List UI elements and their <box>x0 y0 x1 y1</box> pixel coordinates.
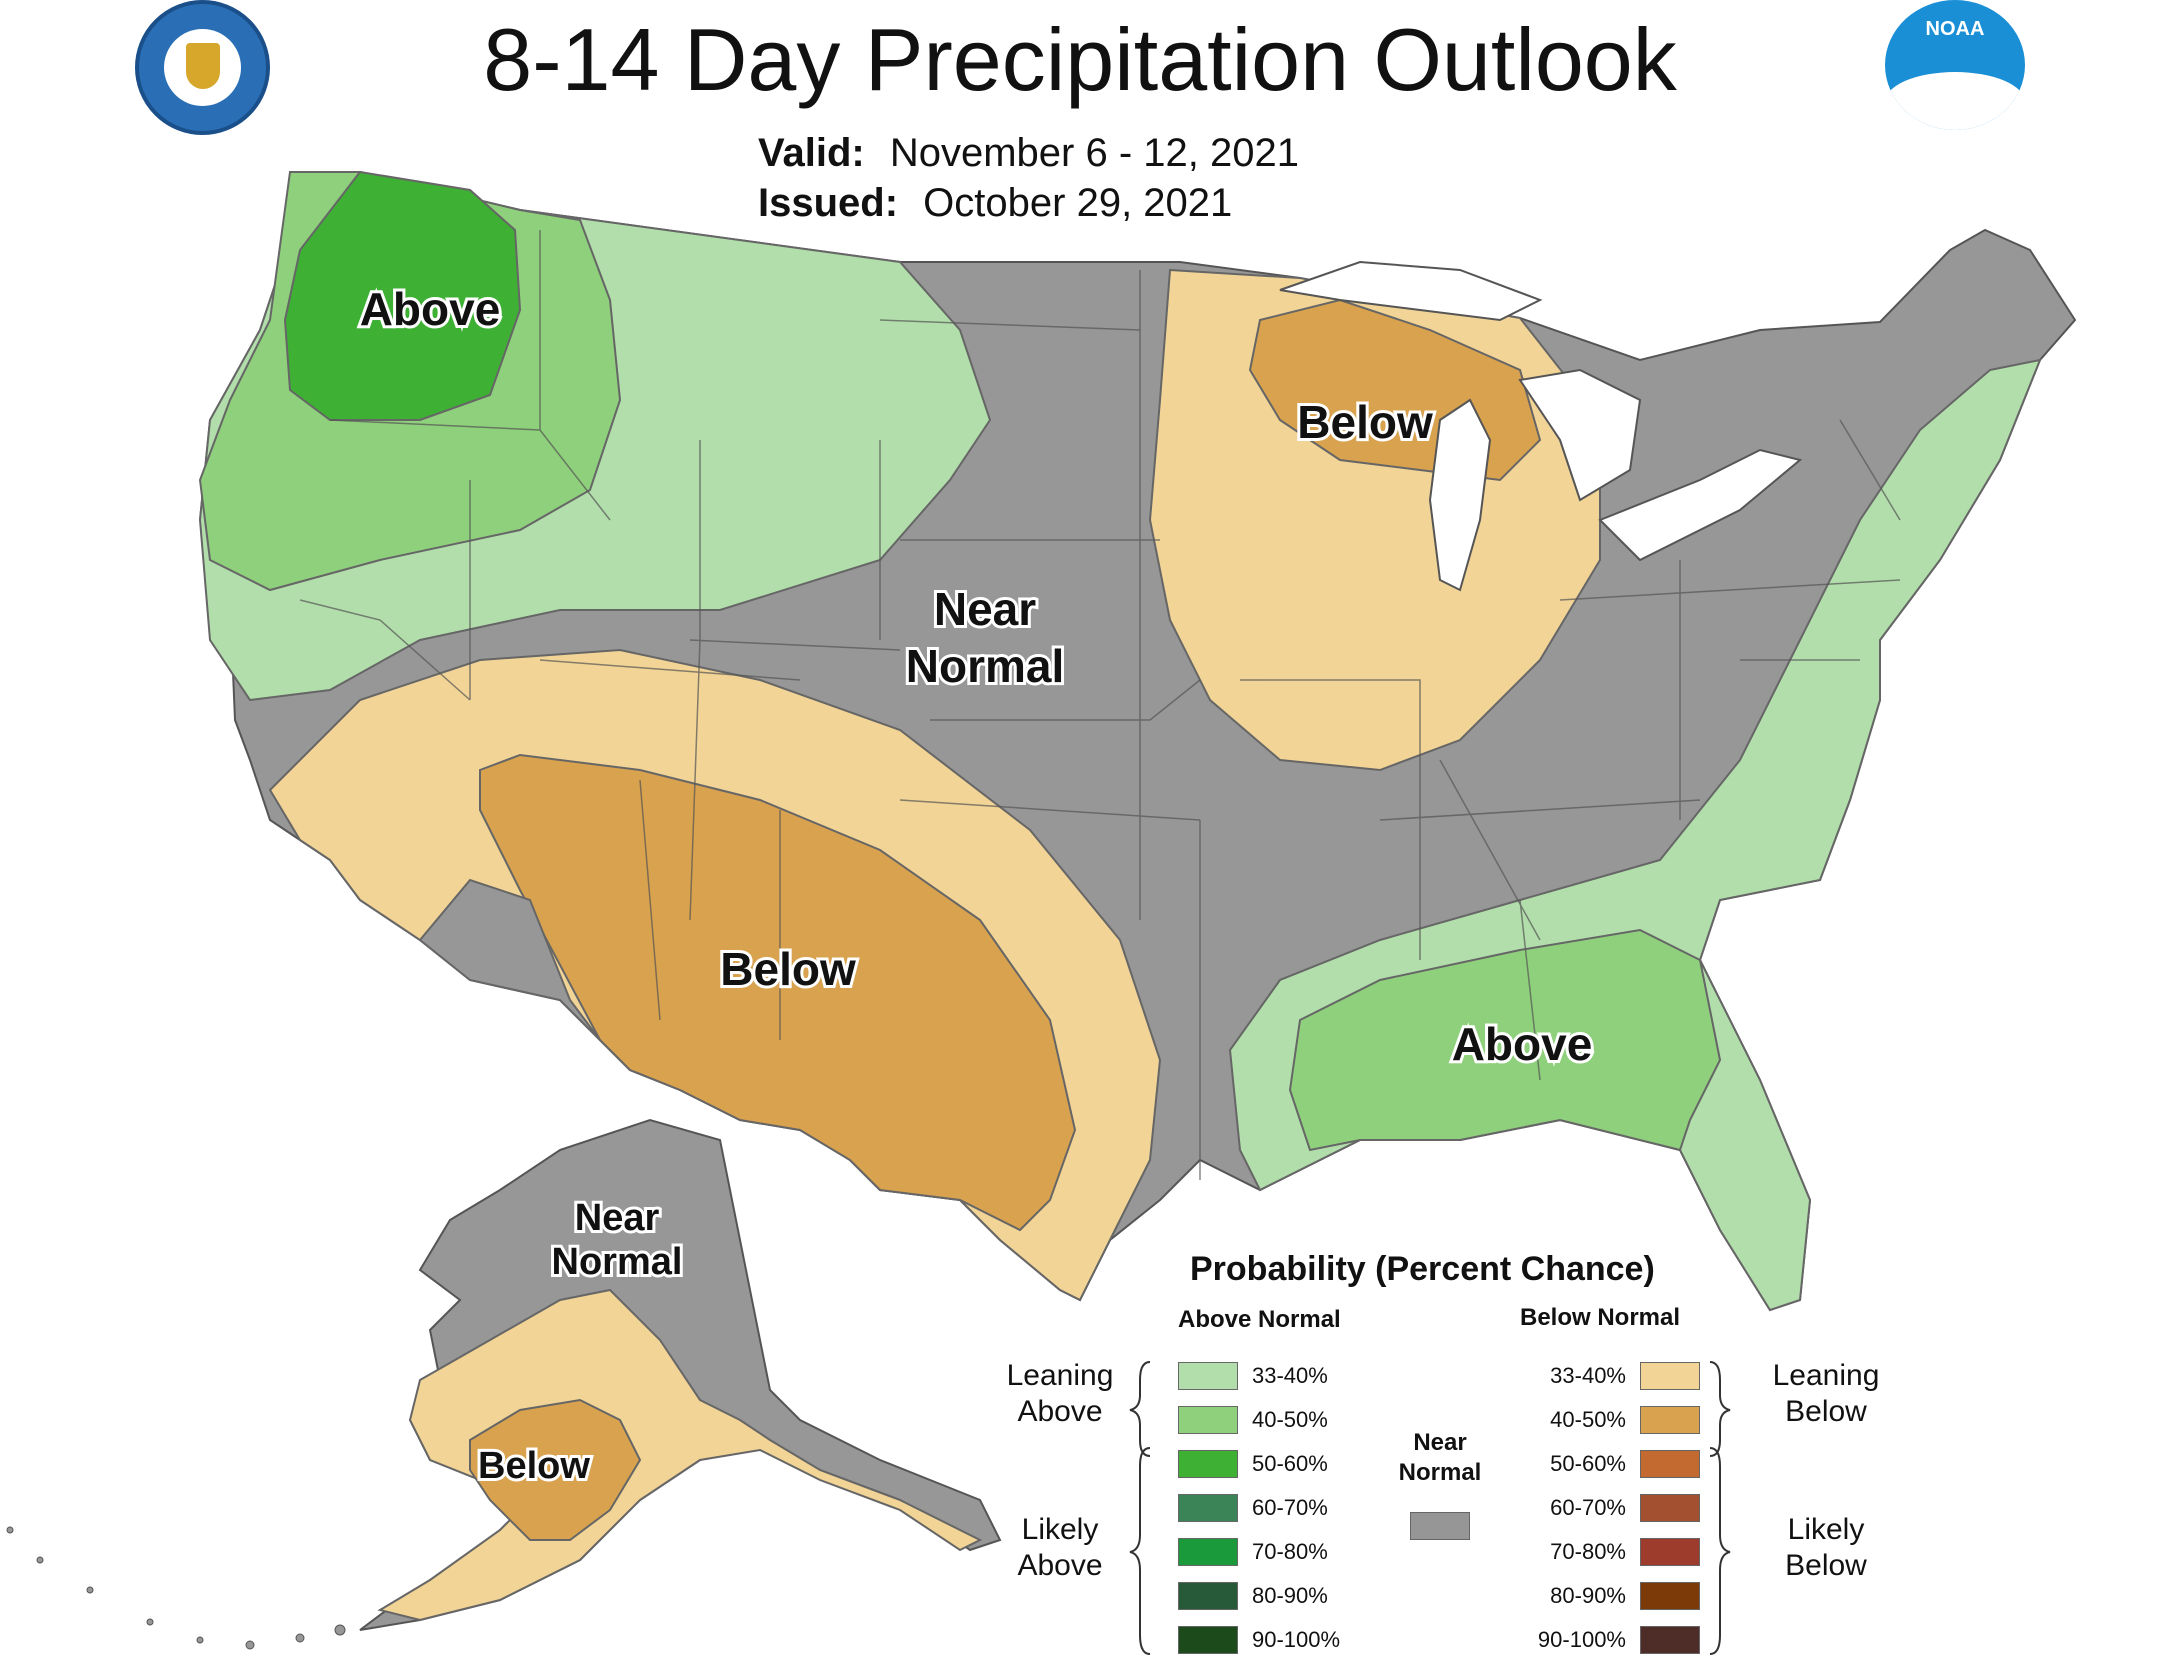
likely-below-line1: Likely <box>1787 1513 1865 1546</box>
below-label-2: 50-60% <box>1550 1451 1626 1476</box>
leaning-below-line2: Below <box>1785 1395 1867 1428</box>
label-greatlakes-below: Below <box>1297 396 1433 448</box>
below-swatch-2 <box>1640 1450 1700 1478</box>
label-central-near-2: Normal <box>906 640 1064 692</box>
label-southeast-above: Above <box>1452 1018 1593 1070</box>
above-swatch-4 <box>1178 1538 1238 1566</box>
legend-likely-below: Likely Below <box>1756 1512 1896 1584</box>
legend-below-header: Below Normal <box>1520 1304 1681 1331</box>
label-nw-above: Above <box>360 283 501 335</box>
legend-near-normal: Near Normal <box>1380 1428 1500 1488</box>
below-label-0: 33-40% <box>1550 1363 1626 1388</box>
below-swatch-4 <box>1640 1538 1700 1566</box>
leaning-above-line1: Leaning <box>1006 1359 1114 1392</box>
lake-superior <box>1279 260 1543 322</box>
eagle-shield-icon <box>186 43 220 89</box>
likely-below-line2: Below <box>1785 1549 1867 1582</box>
lake-erie-ontario <box>1598 448 1803 562</box>
valid-label: Valid: <box>758 131 865 175</box>
above-swatch-0 <box>1178 1362 1238 1390</box>
below-swatch-0 <box>1640 1362 1700 1390</box>
label-southwest-below: Below <box>720 943 856 995</box>
below-label-6: 90-100% <box>1537 1627 1626 1652</box>
below-label-5: 80-90% <box>1550 1583 1626 1608</box>
below-swatch-1 <box>1640 1406 1700 1434</box>
southeast-above-area <box>1288 928 1722 1152</box>
above-label-1: 40-50% <box>1252 1407 1328 1432</box>
noaa-gull-icon <box>1885 72 2025 130</box>
issued-label: Issued: <box>758 181 899 225</box>
legend-leaning-above: Leaning Above <box>990 1358 1130 1430</box>
below-label-4: 70-80% <box>1550 1539 1626 1564</box>
legend-above-header: Above Normal <box>1178 1306 1341 1333</box>
above-label-5: 80-90% <box>1252 1583 1328 1608</box>
valid-row: Valid: November 6 - 12, 2021 <box>758 128 1299 178</box>
above-label-2: 50-60% <box>1252 1451 1328 1476</box>
noaa-logo: NOAA <box>1885 0 2025 130</box>
above-swatch-1 <box>1178 1406 1238 1434</box>
lake-huron <box>1518 368 1642 502</box>
label-ak-near-2: Normal <box>552 1241 683 1283</box>
label-ak-below: Below <box>478 1445 590 1487</box>
department-of-commerce-seal <box>135 0 270 135</box>
likely-above-line1: Likely <box>1021 1513 1099 1546</box>
alaska-below-area <box>469 1398 642 1541</box>
likely-above-line2: Above <box>1017 1549 1103 1582</box>
below-swatch-5 <box>1640 1582 1700 1610</box>
above-swatch-5 <box>1178 1582 1238 1610</box>
legend-near-swatch <box>1410 1512 1470 1540</box>
issued-value: October 29, 2021 <box>923 181 1233 225</box>
arizona-near-normal-area <box>418 878 601 1041</box>
above-label-6: 90-100% <box>1252 1627 1341 1652</box>
legend-likely-above: Likely Above <box>990 1512 1130 1584</box>
legend-brackets <box>1129 1361 1731 1655</box>
near-label-line1: Near <box>1413 1429 1467 1456</box>
aleutian-islands <box>6 1526 346 1650</box>
above-label-4: 70-80% <box>1252 1539 1328 1564</box>
below-swatch-6 <box>1640 1626 1700 1654</box>
leaning-below-line1: Leaning <box>1772 1359 1880 1392</box>
below-label-3: 60-70% <box>1550 1495 1626 1520</box>
below-swatch-3 <box>1640 1494 1700 1522</box>
northwest-likely-above-area <box>283 170 522 421</box>
above-swatch-6 <box>1178 1626 1238 1654</box>
label-ak-near-1: Near <box>575 1197 660 1239</box>
near-label-line2: Normal <box>1398 1459 1482 1486</box>
above-label-3: 60-70% <box>1252 1495 1328 1520</box>
issued-row: Issued: October 29, 2021 <box>758 178 1232 228</box>
legend-title: Probability (Percent Chance) <box>1190 1250 1655 1288</box>
legend-leaning-below: Leaning Below <box>1756 1358 1896 1430</box>
state-boundaries <box>299 230 1901 1180</box>
above-swatch-2 <box>1178 1450 1238 1478</box>
leaning-above-line2: Above <box>1017 1395 1103 1428</box>
above-swatch-3 <box>1178 1494 1238 1522</box>
valid-value: November 6 - 12, 2021 <box>889 131 1299 175</box>
lake-michigan <box>1428 398 1492 592</box>
southwest-below-area <box>479 753 1077 1232</box>
below-label-1: 40-50% <box>1550 1407 1626 1432</box>
page-title: 8-14 Day Precipitation Outlook <box>483 10 1677 109</box>
noaa-logo-text: NOAA <box>1925 18 1985 40</box>
above-label-0: 33-40% <box>1252 1363 1328 1388</box>
label-central-near-1: Near <box>934 583 1036 635</box>
seal-inner-icon <box>164 29 241 106</box>
